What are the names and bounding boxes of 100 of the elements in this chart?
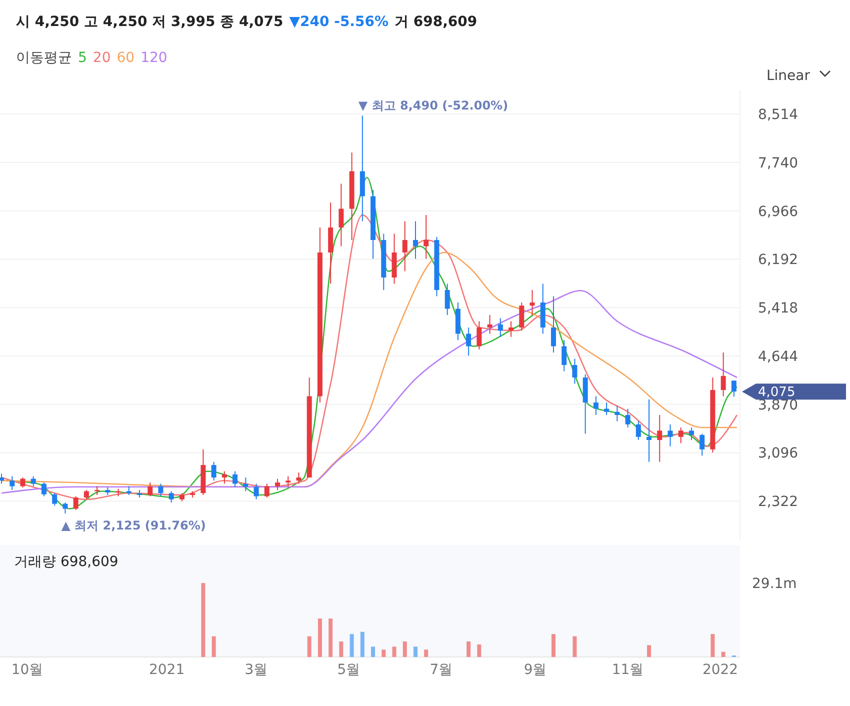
bar <box>328 618 333 657</box>
candlestick <box>508 320 514 338</box>
x-tick-label: 11월 <box>612 662 644 678</box>
bar <box>360 632 364 657</box>
candlestick <box>636 420 641 440</box>
candlestick <box>412 220 418 260</box>
text: 120 <box>140 50 168 66</box>
x-tick-label: 10월 <box>11 662 44 678</box>
candlestick <box>286 476 291 488</box>
candlestick <box>678 427 684 444</box>
candlestick <box>424 214 429 260</box>
y-tick-label: 6,192 <box>758 252 798 268</box>
candlestick <box>530 290 535 316</box>
bar <box>710 634 715 657</box>
line-series <box>0 290 738 494</box>
candlestick <box>275 478 280 490</box>
bar <box>371 646 376 657</box>
annotation: ▲ 최저 2,125 (91.76%) <box>61 518 206 532</box>
candlestick <box>222 470 227 484</box>
candlestick <box>487 314 492 334</box>
annotation: ▼ 최고 8,490 (-52.00%) <box>358 98 508 113</box>
y-tick-label: 3,096 <box>758 446 798 462</box>
candlestick <box>296 472 302 484</box>
candlestick <box>232 470 238 488</box>
y-tick-label: 5,418 <box>758 300 798 317</box>
candlestick <box>0 473 4 484</box>
candlestick <box>10 476 15 490</box>
candlestick <box>519 302 524 332</box>
bar <box>392 646 396 657</box>
bar <box>551 634 556 657</box>
bar <box>382 650 386 657</box>
candlestick <box>476 320 482 350</box>
bar <box>402 641 407 657</box>
bar <box>413 646 418 657</box>
chart-title: 거래량 698,609 <box>14 554 118 570</box>
candlestick <box>604 402 610 416</box>
candlestick <box>562 340 567 372</box>
legend-title: 이동평균 <box>16 50 72 66</box>
candlestick <box>731 380 736 398</box>
candlestick <box>498 318 503 338</box>
candlestick <box>243 477 248 492</box>
bar <box>318 618 322 657</box>
x-tick-label: 7월 <box>430 662 453 678</box>
chart-subtitle: ▼240 -5.56% <box>289 14 389 30</box>
candlestick <box>338 183 344 247</box>
candlestick <box>720 352 726 397</box>
candlestick <box>550 296 556 353</box>
candlestick <box>168 490 174 503</box>
text: 거 698,609 <box>394 14 478 30</box>
bar <box>424 650 428 657</box>
bar <box>339 641 344 657</box>
candlestick <box>688 427 694 440</box>
text: 5 <box>78 50 87 66</box>
candlestick <box>444 283 450 316</box>
chart-title: 시 4,250 고 4,250 저 3,995 종 4,075 <box>16 14 284 30</box>
bar <box>466 641 471 657</box>
x-tick-label: 3월 <box>244 662 268 678</box>
candlestick <box>264 483 270 498</box>
y-tick-label: 2,322 <box>758 494 798 510</box>
candlestick <box>158 483 164 497</box>
bar <box>350 634 354 657</box>
y-tick-label: 4,644 <box>758 348 798 365</box>
bar <box>721 652 726 657</box>
candlestick <box>646 398 652 462</box>
candlestick <box>402 220 408 272</box>
y-tick-label: 8,514 <box>758 107 798 124</box>
x-tick-label: 2022 <box>702 662 738 678</box>
x-tick-label: 9월 <box>524 662 547 678</box>
candlestick <box>41 482 46 497</box>
candlestick <box>30 476 36 487</box>
text: Linear <box>766 68 810 84</box>
y-tick-label: 6,966 <box>758 204 798 220</box>
y-tick-label: 7,740 <box>758 155 798 172</box>
candlestick <box>593 396 598 416</box>
bar <box>477 644 482 657</box>
bar <box>201 583 206 657</box>
text: 60 <box>116 50 135 66</box>
candlestick <box>211 461 216 482</box>
candlestick <box>466 327 472 356</box>
bar <box>647 645 652 657</box>
candlestick <box>84 490 89 500</box>
candlestick <box>52 492 58 506</box>
candlestick <box>657 414 662 462</box>
x-tick-label: 2021 <box>148 662 185 678</box>
bar <box>307 636 312 657</box>
bar <box>572 636 577 657</box>
candlestick <box>20 477 26 488</box>
candlestick <box>572 358 578 384</box>
candlestick <box>254 483 259 500</box>
candlestick <box>614 405 620 422</box>
x-tick-label: 5월 <box>337 662 360 678</box>
candlestick <box>625 408 630 428</box>
candlestick <box>700 433 705 456</box>
candlestick <box>73 496 78 510</box>
candlestick <box>668 424 673 447</box>
text: 29.1m <box>752 576 797 592</box>
bar <box>212 636 216 657</box>
candlestick <box>62 502 68 514</box>
candlestick <box>148 482 153 497</box>
text: 20 <box>92 50 111 66</box>
